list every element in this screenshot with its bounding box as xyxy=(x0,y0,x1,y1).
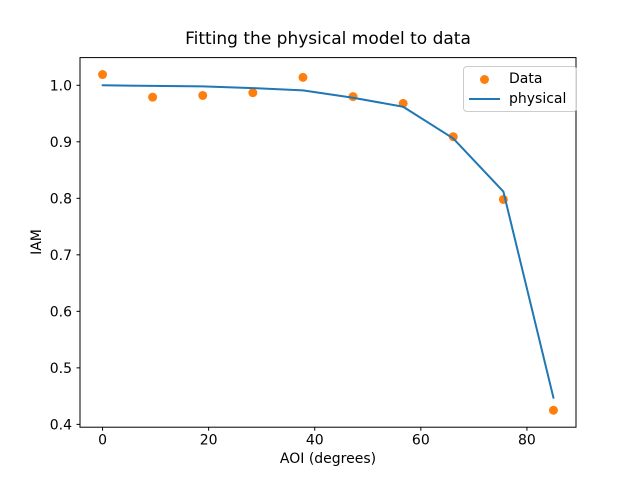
physical-line xyxy=(101,84,555,399)
line-sample-icon xyxy=(469,98,500,100)
x-tick-label: 0 xyxy=(98,433,107,449)
legend: Data physical xyxy=(463,66,578,112)
legend-item-data: Data xyxy=(469,71,566,87)
y-tick-label: 0.8 xyxy=(50,191,72,207)
axes-frame xyxy=(79,57,577,428)
legend-swatch-physical xyxy=(469,98,500,100)
data-point xyxy=(198,90,208,100)
y-tick-label: 0.9 xyxy=(50,135,72,151)
data-point xyxy=(448,132,458,142)
data-marker-icon xyxy=(480,74,489,84)
x-tick-label: 40 xyxy=(306,433,324,449)
x-axis-label: AOI (degrees) xyxy=(279,451,377,467)
y-tick-label: 1.0 xyxy=(50,78,72,94)
data-point xyxy=(248,88,258,98)
y-tick-label: 0.6 xyxy=(50,304,72,320)
data-point xyxy=(148,92,158,102)
chart-title: Fitting the physical model to data xyxy=(185,29,471,49)
y-tick-label: 0.7 xyxy=(50,248,72,264)
y-axis-label: IAM xyxy=(29,229,45,255)
x-tick-label: 80 xyxy=(518,433,536,449)
y-tick-label: 0.4 xyxy=(50,417,72,433)
y-tick-label: 0.5 xyxy=(50,361,72,377)
data-point xyxy=(98,70,108,80)
legend-swatch-data xyxy=(469,74,500,84)
legend-item-physical: physical xyxy=(469,91,566,107)
legend-label-physical: physical xyxy=(509,91,567,107)
data-point xyxy=(298,72,308,82)
data-point xyxy=(548,405,558,415)
x-tick-label: 20 xyxy=(200,433,218,449)
x-tick-label: 60 xyxy=(412,433,430,449)
legend-label-data: Data xyxy=(509,71,543,87)
